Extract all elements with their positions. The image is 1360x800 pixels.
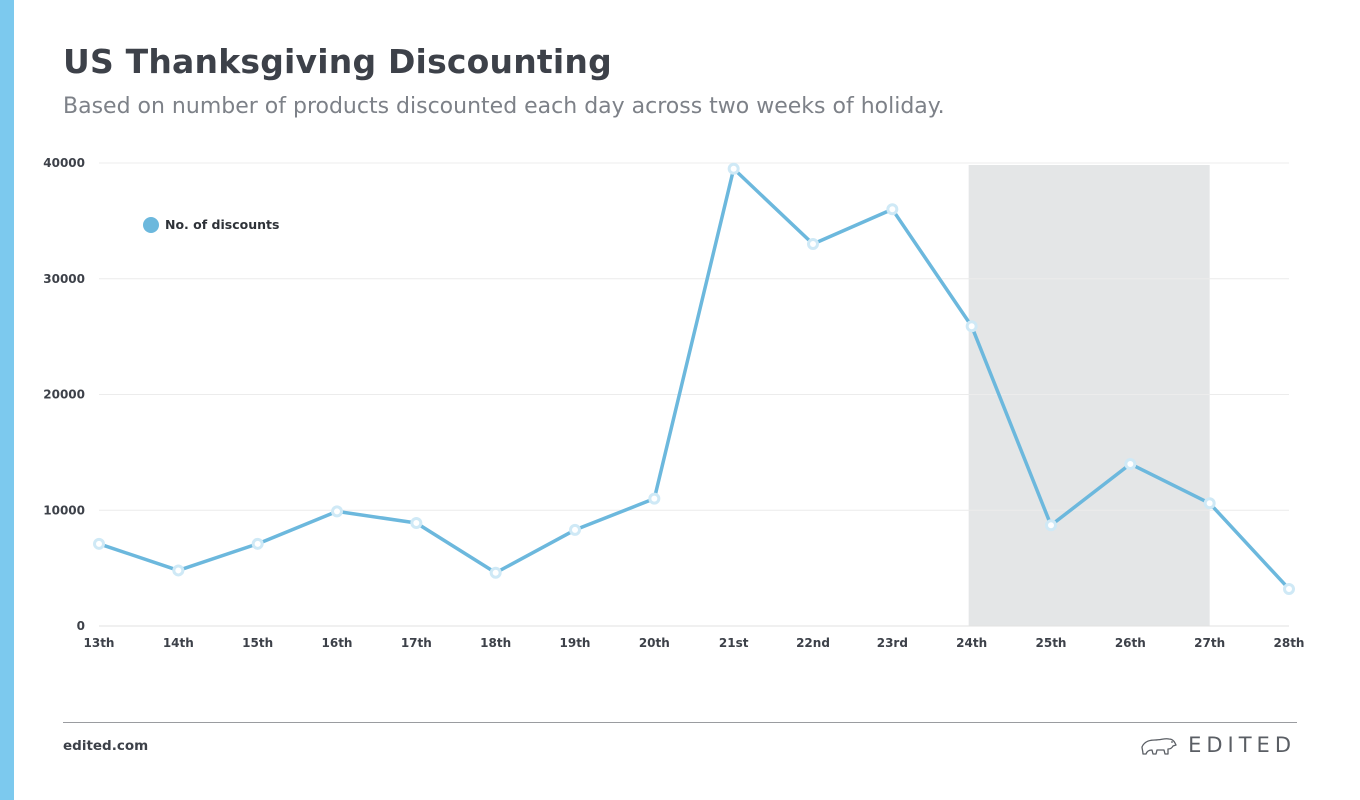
line-chart: 0 10000 20000 30000 40000 13th 14th 15th 16th 17… [43,156,1305,650]
footer-link[interactable]: edited.com [63,738,149,754]
x-tick-label-25th: 25th [1036,636,1067,650]
data-point-25th [1045,519,1057,532]
y-tick-label-40000: 40000 [43,156,85,170]
data-point-23rd [886,203,899,216]
x-tick-label-17th: 17th [401,636,432,650]
x-tick-label-22nd: 22nd [796,636,830,650]
data-point-14th [172,564,185,577]
x-tick-label-14th: 14th [163,636,194,650]
x-tick-label-15th: 15th [242,636,273,650]
data-point-17th [410,516,423,529]
x-tick-label-18th: 18th [480,636,511,650]
data-point-27th [1203,497,1216,510]
x-tick-label-19th: 19th [560,636,591,650]
y-tick-label-20000: 20000 [43,388,85,402]
x-tick-label-24th: 24th [956,636,987,650]
data-point-16th [331,505,343,518]
data-point-15th [251,537,264,550]
data-point-19th [569,523,581,536]
polar-bear-icon [1141,738,1177,755]
brand-name: EDITED [1188,733,1296,757]
chart-title: US Thanksgiving Discounting [63,42,612,81]
legend: No. of discounts [143,217,279,233]
y-tick-label-10000: 10000 [43,503,85,517]
data-points [93,162,1295,595]
data-point-18th [489,566,502,579]
x-tick-label-21st: 21st [719,636,749,650]
accent-bar [0,0,14,800]
y-axis-ticks: 0 10000 20000 30000 40000 [43,156,85,633]
data-point-20th [648,492,661,505]
brand-logo: EDITED [1140,733,1296,757]
legend-swatch [143,217,159,233]
x-tick-label-26th: 26th [1115,636,1146,650]
footer-divider [63,722,1297,723]
data-point-26th [1124,457,1137,470]
x-tick-label-23rd: 23rd [877,636,908,650]
y-tick-label-30000: 30000 [43,272,85,286]
data-point-13th [93,537,105,550]
x-tick-label-20th: 20th [639,636,670,650]
highlight-band-layer [968,165,1210,626]
data-point-21st [727,162,740,175]
series-line-layer [98,167,1291,591]
gridlines [99,162,1289,627]
weekend-highlight-band [968,165,1210,626]
y-tick-label-0: 0 [77,619,85,633]
x-tick-label-28th: 28th [1274,636,1305,650]
chart-subtitle: Based on number of products discounted e… [63,94,945,119]
x-tick-label-16th: 16th [322,636,353,650]
x-tick-label-27th: 27th [1194,636,1225,650]
series-line-no-of-discounts [98,167,1291,591]
x-tick-label-13th: 13th [84,636,115,650]
legend-label-no-of-discounts: No. of discounts [165,217,279,232]
data-point-22nd [807,238,819,251]
data-point-24th [965,320,978,333]
data-point-28th [1283,582,1295,595]
x-axis-ticks: 13th 14th 15th 16th 17th 18th 19th 20th 21st 22nd… [84,636,1305,650]
